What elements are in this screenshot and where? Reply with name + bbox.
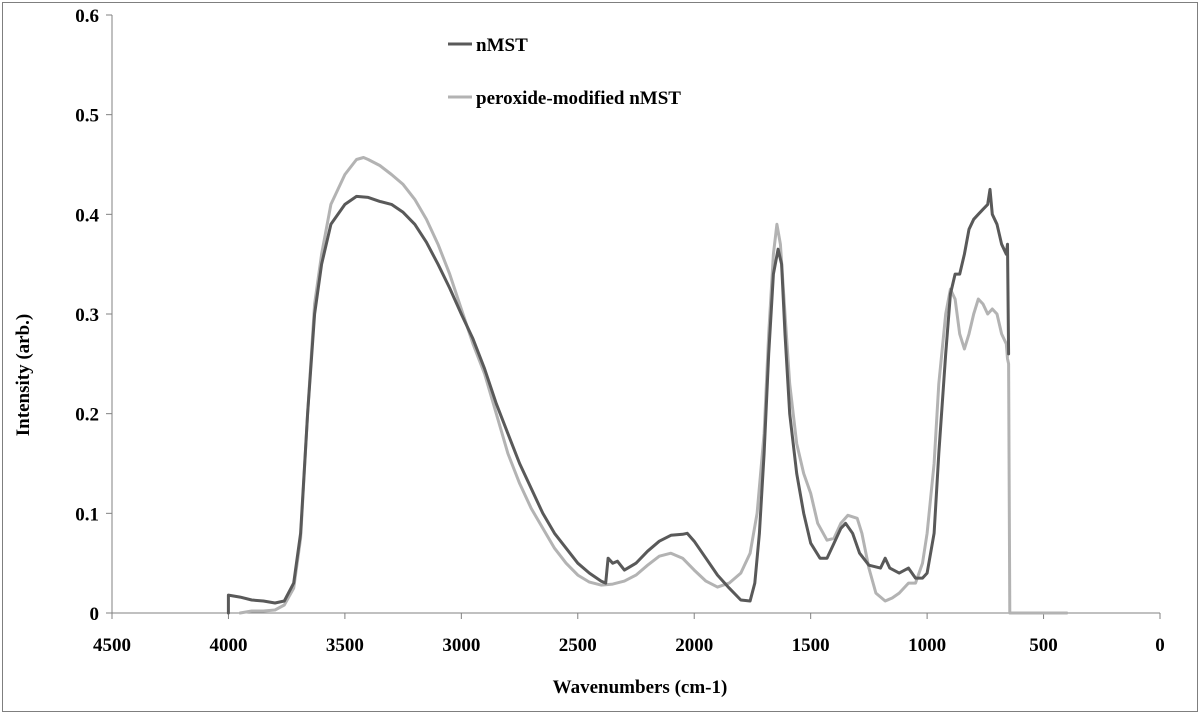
- x-tick-label: 2500: [559, 635, 597, 656]
- legend-label: peroxide-modified nMST: [476, 88, 681, 109]
- y-tick-label: 0.1: [75, 504, 99, 525]
- y-tick-label: 0.4: [75, 205, 99, 226]
- y-tick-label: 0.5: [75, 106, 99, 127]
- y-axis-title: Intensity (arb.): [13, 314, 34, 436]
- y-tick-label: 0.2: [75, 405, 99, 426]
- x-tick-label: 4000: [209, 635, 247, 656]
- x-tick-label: 500: [1029, 635, 1058, 656]
- x-tick-label: 1500: [792, 635, 830, 656]
- x-tick-label: 4500: [93, 635, 131, 656]
- x-tick-label: 3500: [326, 635, 364, 656]
- series-lines: [226, 156, 1069, 615]
- x-tick-label: 1000: [908, 635, 946, 656]
- tick-labels: 0 0.1 0.2 0.3 0.4 0.5 0.6 4500 4000 3500 3000 2500 2…: [75, 6, 1165, 656]
- axes: [106, 14, 1161, 619]
- x-axis-title: Wavenumbers (cm-1): [553, 677, 728, 698]
- x-tick-label: 3000: [442, 635, 480, 656]
- series-line-nmst: [226, 187, 1011, 615]
- y-tick-label: 0.6: [75, 6, 99, 27]
- y-tick-label: 0.3: [75, 305, 99, 326]
- x-tick-label: 2000: [675, 635, 713, 656]
- y-tick-label: 0: [90, 604, 100, 625]
- x-tick-label: 0: [1155, 635, 1165, 656]
- legend: nMST peroxide-modified nMST: [448, 35, 681, 109]
- legend-label: nMST: [476, 35, 528, 56]
